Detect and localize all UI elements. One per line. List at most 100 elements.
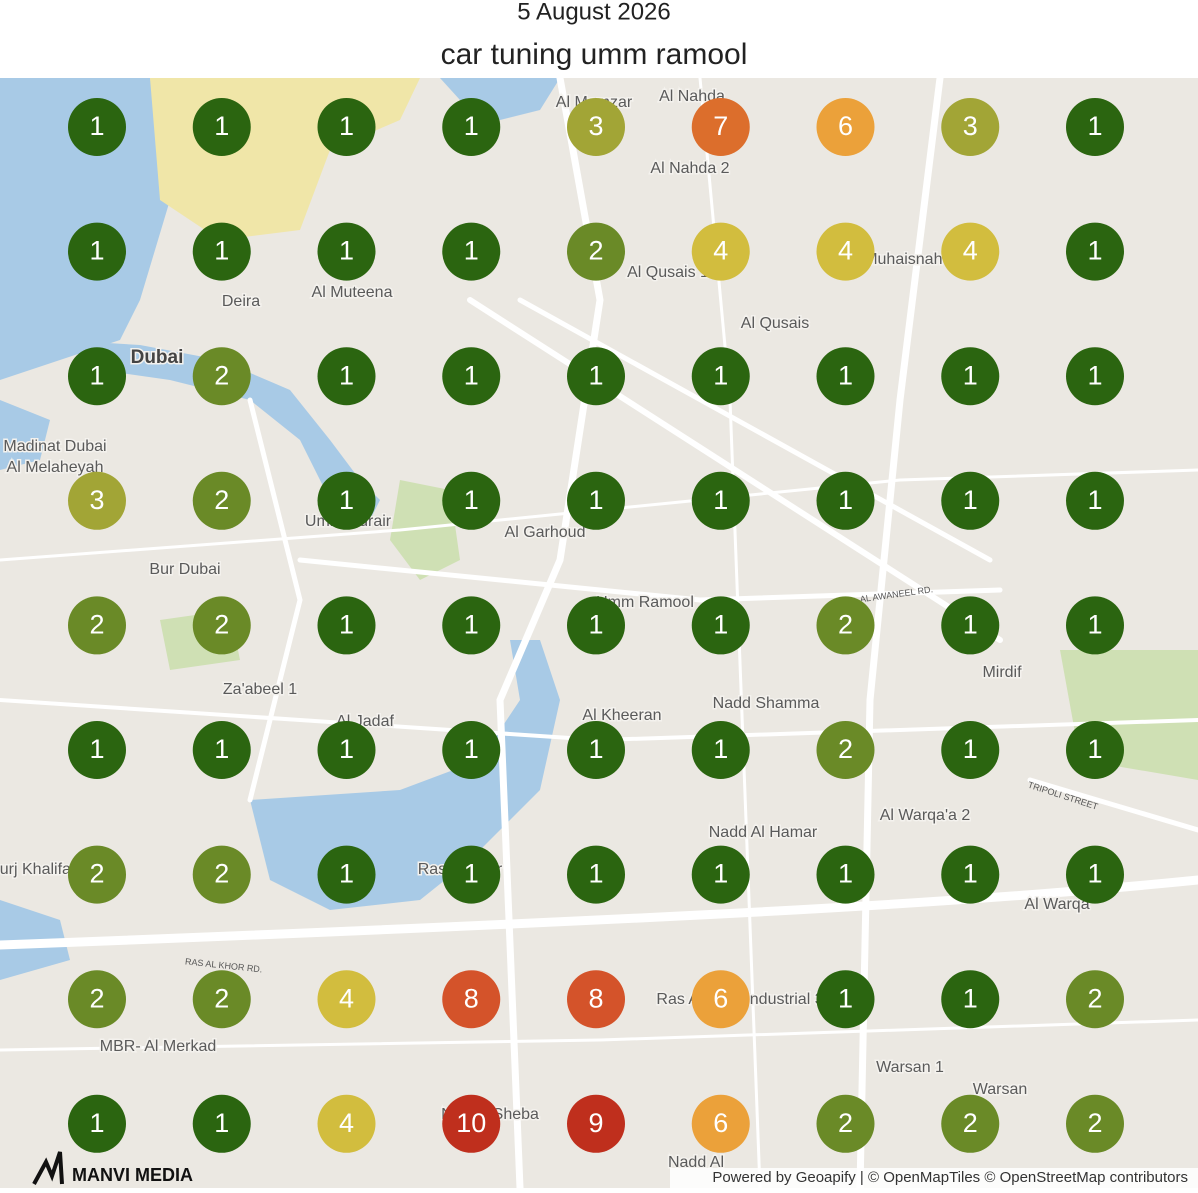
rank-label: 4	[838, 236, 853, 266]
rank-label: 1	[339, 610, 354, 640]
place-label: Al Kheeran	[582, 707, 661, 724]
place-label: Muhaisnah 4	[864, 251, 956, 268]
rank-marker	[941, 970, 1000, 1029]
rank-marker	[317, 721, 376, 779]
place-label: Nadd Al	[668, 1154, 724, 1171]
rank-label: 1	[339, 485, 354, 515]
rank-marker	[192, 471, 251, 530]
rank-marker	[691, 970, 750, 1029]
rank-label: 6	[838, 111, 853, 141]
title: car tuning umm ramool	[441, 38, 748, 71]
place-label: Dubai	[131, 347, 184, 368]
rank-label: 1	[838, 485, 853, 515]
rank-marker	[1066, 471, 1124, 530]
rank-marker	[442, 98, 501, 156]
rank-label: 2	[1087, 983, 1102, 1013]
rank-label: 1	[89, 236, 104, 266]
rank-label: 4	[963, 236, 978, 266]
rank-marker	[1066, 721, 1124, 779]
roads	[0, 74, 1198, 1192]
rank-marker	[1066, 222, 1124, 281]
rank-label: 1	[339, 734, 354, 764]
rank-marker	[442, 845, 501, 904]
rank-marker	[941, 471, 1000, 530]
place-label: Al Warqa	[1024, 896, 1089, 913]
place-label: Al Muteena	[312, 284, 393, 301]
rank-label: 2	[89, 610, 104, 640]
rank-marker	[317, 347, 376, 406]
rank-label: 2	[89, 983, 104, 1013]
rank-marker	[192, 1094, 251, 1153]
rank-marker	[192, 845, 251, 904]
rank-label: 1	[464, 610, 479, 640]
rank-marker	[68, 721, 126, 779]
rank-label: 1	[464, 859, 479, 889]
rank-marker	[442, 347, 501, 406]
rank-marker	[317, 845, 376, 904]
rank-marker	[192, 347, 251, 406]
rank-marker	[567, 98, 625, 156]
rank-label: 4	[713, 236, 728, 266]
rank-marker	[1066, 845, 1124, 904]
rank-marker	[691, 845, 750, 904]
rank-marker	[1066, 98, 1124, 156]
rank-marker	[192, 970, 251, 1029]
date: 5 August 2026	[517, 0, 670, 25]
place-label: Nadd Al Hamar	[709, 824, 818, 841]
rank-marker	[691, 347, 750, 406]
rank-marker	[941, 222, 1000, 281]
rank-label: 2	[838, 610, 853, 640]
rank-label: 1	[838, 859, 853, 889]
rank-label: 1	[214, 734, 229, 764]
place-label: Nadd Shamma	[713, 695, 820, 712]
rank-marker	[317, 970, 376, 1029]
rank-marker	[816, 1094, 875, 1153]
rank-label: 2	[588, 236, 603, 266]
rank-marker	[941, 596, 1000, 655]
rank-marker	[68, 1094, 126, 1153]
rank-label: 1	[464, 360, 479, 390]
rank-marker	[816, 98, 875, 156]
rank-label: 1	[963, 610, 978, 640]
rank-marker	[442, 721, 501, 779]
rank-label: 1	[1087, 734, 1102, 764]
rank-label: 1	[963, 485, 978, 515]
rank-marker	[442, 596, 501, 655]
place-label: Al Qusais 1	[627, 264, 709, 281]
rank-label: 1	[464, 111, 479, 141]
rank-marker	[567, 471, 625, 530]
rank-marker	[941, 721, 1000, 779]
rank-marker	[1066, 1094, 1124, 1153]
place-label: Al Warqa'a 2	[880, 807, 971, 824]
rank-label: 1	[963, 983, 978, 1013]
rank-label: 2	[214, 360, 229, 390]
place-label: Al Melaheyah	[7, 459, 104, 476]
rank-label: 1	[339, 859, 354, 889]
rank-label: 8	[464, 983, 479, 1013]
rank-label: 1	[1087, 111, 1102, 141]
place-label: Warsan	[973, 1081, 1028, 1098]
rank-label: 2	[89, 859, 104, 889]
attribution-box	[670, 1168, 1198, 1188]
rank-marker	[192, 222, 251, 281]
rank-label: 1	[89, 111, 104, 141]
rank-marker	[691, 1094, 750, 1153]
rank-label: 2	[838, 734, 853, 764]
rank-label: 1	[963, 360, 978, 390]
rank-label: 1	[1087, 610, 1102, 640]
rank-marker	[816, 596, 875, 655]
rank-label: 10	[456, 1108, 486, 1138]
rank-label: 3	[963, 111, 978, 141]
place-label: Warsan 1	[876, 1059, 944, 1076]
place-label: Burj Khalifa	[0, 861, 71, 878]
rank-marker	[567, 970, 625, 1029]
rank-label: 1	[838, 360, 853, 390]
rank-marker	[691, 222, 750, 281]
rank-marker	[816, 845, 875, 904]
rank-label: 1	[1087, 485, 1102, 515]
rank-label: 1	[214, 1108, 229, 1138]
rank-label: 1	[1087, 859, 1102, 889]
place-label: Bur Dubai	[149, 561, 220, 578]
rank-label: 3	[588, 111, 603, 141]
